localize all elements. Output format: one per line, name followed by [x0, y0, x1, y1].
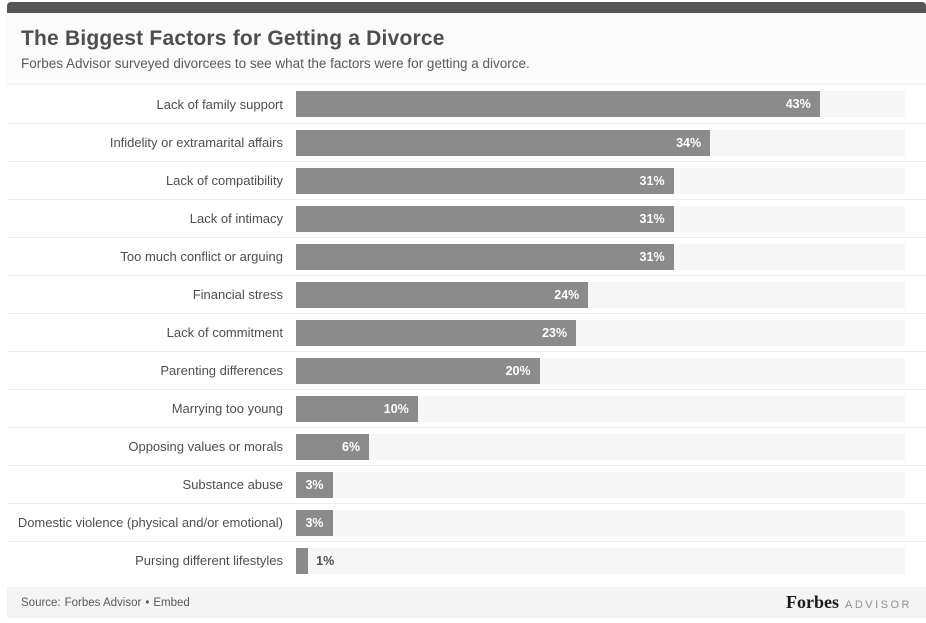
bar: 34% — [296, 129, 711, 156]
value-label: 3% — [305, 477, 324, 492]
value-label: 1% — [316, 553, 335, 568]
value-label: 23% — [542, 325, 568, 340]
bar-row: Parenting differences 20% — [7, 351, 926, 389]
value-label: 31% — [639, 211, 665, 226]
category-label: Infidelity or extramarital affairs — [109, 135, 283, 150]
bar-row: Marrying too young 10% — [7, 389, 926, 427]
bullet-separator: • — [145, 596, 150, 609]
chart-header: The Biggest Factors for Getting a Divorc… — [7, 13, 926, 85]
bar: 10% — [296, 395, 418, 422]
bar-track: 31% — [296, 205, 905, 232]
category-label: Parenting differences — [160, 363, 283, 378]
value-label: 34% — [676, 135, 702, 150]
value-label: 10% — [383, 401, 409, 416]
bar-row: Too much conflict or arguing 31% — [7, 237, 926, 275]
bar: 3% — [296, 471, 333, 498]
forbes-advisor-logo[interactable]: Forbes ADVISOR — [786, 592, 912, 613]
bar: 43% — [296, 91, 820, 117]
bar-row: Financial stress 24% — [7, 275, 926, 313]
bar-track: 31% — [296, 243, 905, 270]
bar: 3% — [296, 509, 333, 536]
value-label: 24% — [554, 287, 580, 302]
bar: 23% — [296, 319, 577, 346]
source-text: Source: Forbes Advisor • Embed — [21, 597, 190, 609]
value-label: 3% — [305, 515, 324, 530]
bar: 20% — [296, 357, 540, 384]
category-label: Substance abuse — [182, 477, 283, 492]
embed-link[interactable]: Embed — [153, 596, 190, 609]
accent-bar — [7, 2, 926, 13]
category-label: Lack of family support — [156, 96, 283, 112]
bar-track: 6% — [296, 433, 905, 460]
bar-row: Lack of intimacy 31% — [7, 199, 926, 237]
bar-track: 43% — [296, 91, 905, 117]
page-title: The Biggest Factors for Getting a Divorc… — [21, 27, 445, 50]
forbes-wordmark: Forbes — [785, 592, 839, 612]
footer: Source: Forbes Advisor • Embed Forbes ADVIS… — [7, 587, 926, 618]
bar-row: Lack of compatibility 31% — [7, 161, 926, 199]
bar-track: 20% — [296, 357, 905, 384]
bar-track: 10% — [296, 395, 905, 422]
chart-card: The Biggest Factors for Getting a Divorc… — [7, 2, 926, 618]
category-label: Pursing different lifestyles — [135, 553, 283, 568]
category-label: Marrying too young — [171, 401, 283, 416]
value-label: 31% — [639, 249, 665, 264]
category-label: Opposing values or morals — [128, 439, 283, 454]
bar-track: 3% — [296, 471, 905, 498]
source-link[interactable]: Forbes Advisor — [64, 596, 142, 609]
category-label: Financial stress — [192, 287, 283, 302]
page-subtitle: Forbes Advisor surveyed divorcees to see… — [21, 56, 530, 71]
bar-track: 1% — [296, 547, 905, 574]
bar-track: 24% — [296, 281, 905, 308]
bar-row: Infidelity or extramarital affairs 34% — [7, 123, 926, 161]
bar-row: Pursing different lifestyles 1% — [7, 541, 926, 579]
bar-track: 34% — [296, 129, 905, 156]
bar-row: Substance abuse 3% — [7, 465, 926, 503]
bar-row: Lack of family support 43% — [7, 85, 926, 123]
category-label: Domestic violence (physical and/or emoti… — [17, 515, 283, 530]
bar: 31% — [296, 205, 674, 232]
bar-row: Lack of commitment 23% — [7, 313, 926, 351]
source-prefix: Source: — [21, 596, 61, 609]
category-label: Lack of commitment — [166, 325, 283, 340]
bar-chart: Lack of family support 43% Infidelity or e… — [7, 85, 926, 579]
bar-track: 31% — [296, 167, 905, 194]
category-label: Too much conflict or arguing — [120, 249, 283, 264]
advisor-wordmark: ADVISOR — [844, 599, 912, 611]
bar: 31% — [296, 167, 674, 194]
value-label: 31% — [639, 173, 665, 188]
value-label: 43% — [785, 97, 811, 111]
bar: 6% — [296, 433, 370, 460]
bar-track: 23% — [296, 319, 905, 346]
bar: 31% — [296, 243, 674, 270]
bar: 24% — [296, 281, 589, 308]
category-label: Lack of intimacy — [189, 211, 283, 226]
bar-row: Opposing values or morals 6% — [7, 427, 926, 465]
category-label: Lack of compatibility — [165, 173, 283, 188]
bar-row: Domestic violence (physical and/or emoti… — [7, 503, 926, 541]
value-label: 6% — [342, 439, 361, 454]
bar — [296, 547, 309, 574]
value-label: 20% — [505, 363, 531, 378]
bar-track: 3% — [296, 509, 905, 536]
